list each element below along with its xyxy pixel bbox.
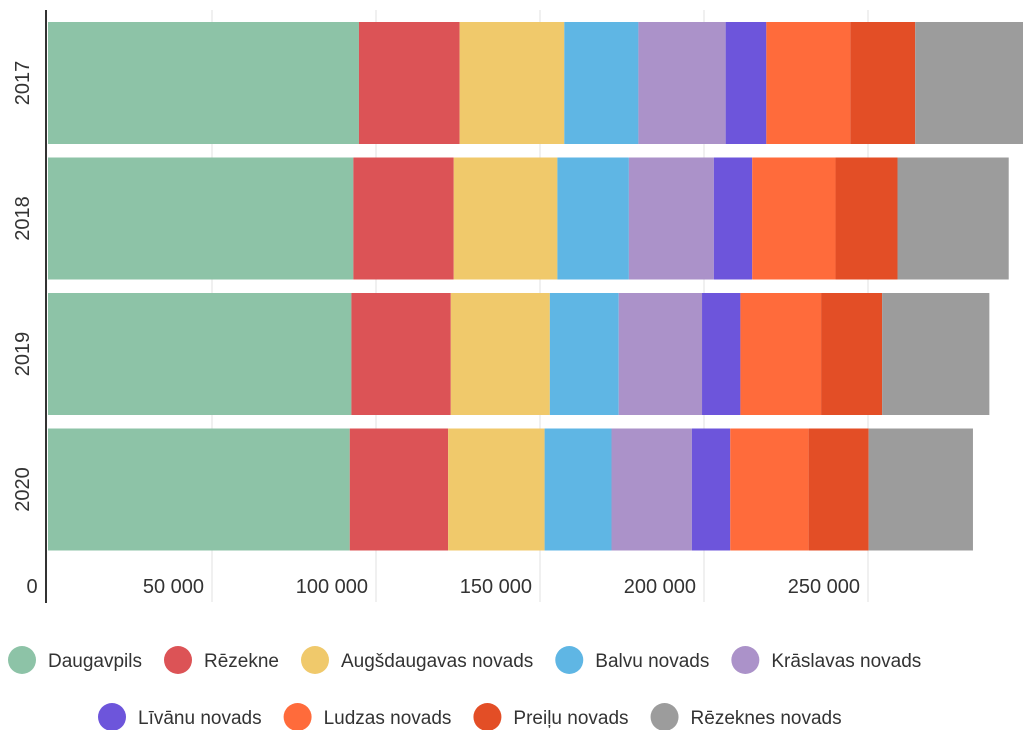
- bar-2018-series-3: [557, 157, 629, 280]
- bar-2018-series-2: [453, 157, 558, 280]
- bar-2017-series-3: [564, 22, 639, 144]
- category-label-2020: 2020: [12, 467, 34, 512]
- y-axis-categories: 2017 2018 2019 2020: [12, 61, 34, 512]
- bar-2019-series-2: [450, 293, 550, 415]
- bar-2017-series-7: [850, 22, 916, 144]
- x-tick-label-3: 150 000: [460, 576, 532, 598]
- bars: [48, 22, 1023, 551]
- bar-2019-series-0: [48, 293, 352, 415]
- legend-label-1: Rēzekne: [204, 651, 279, 672]
- x-axis-ticks: 0 50 000 100 000 150 000 200 000 250 000: [26, 576, 860, 598]
- bar-2017-series-8: [915, 22, 1023, 144]
- category-label-2018: 2018: [12, 196, 34, 241]
- legend-label-6: Ludzas novads: [324, 708, 452, 729]
- bar-2018-series-5: [713, 157, 753, 280]
- bar-2017-series-4: [638, 22, 726, 144]
- bar-2020-series-3: [544, 428, 612, 551]
- bar-2018-series-7: [835, 157, 898, 280]
- bar-2020-series-2: [448, 428, 545, 551]
- bar-2017-series-2: [459, 22, 565, 144]
- bar-2019-series-3: [549, 293, 619, 415]
- bar-2019-series-7: [821, 293, 883, 415]
- bar-2019-series-8: [882, 293, 990, 415]
- legend-label-4: Krāslavas novads: [771, 651, 921, 672]
- legend-label-0: Daugavpils: [48, 651, 142, 672]
- x-tick-label-5: 250 000: [788, 576, 860, 598]
- x-tick-label-0: 0: [26, 576, 37, 598]
- legend-label-5: Līvānu novads: [138, 708, 262, 729]
- bar-2020-series-4: [611, 428, 692, 551]
- bar-2020-series-6: [730, 428, 809, 551]
- legend-swatch-6: [283, 703, 312, 730]
- bar-2018-series-6: [752, 157, 836, 280]
- legend-swatch-0: [8, 646, 36, 674]
- bar-2017-series-1: [358, 22, 460, 144]
- legend-swatch-1: [164, 646, 192, 674]
- legend-swatch-8: [650, 703, 679, 730]
- legend-swatch-3: [555, 646, 584, 674]
- bar-2018-series-4: [628, 157, 714, 280]
- x-tick-label-1: 50 000: [143, 576, 204, 598]
- bar-2018-series-0: [48, 157, 354, 280]
- legend: Daugavpils Rēzekne Augšdaugavas novads Balv…: [8, 646, 921, 730]
- bar-2020-series-7: [808, 428, 869, 551]
- bar-2018-series-8: [897, 157, 1009, 280]
- legend-label-3: Balvu novads: [595, 651, 709, 672]
- bar-2019-series-1: [351, 293, 451, 415]
- bar-2018-series-1: [353, 157, 454, 280]
- legend-swatch-7: [473, 703, 502, 730]
- legend-label-8: Rēzeknes novads: [691, 708, 842, 729]
- bar-2020-series-1: [349, 428, 449, 551]
- bar-2017-series-5: [725, 22, 767, 144]
- bar-2020-series-8: [868, 428, 973, 551]
- bar-2017-series-0: [48, 22, 359, 144]
- category-label-2017: 2017: [12, 61, 34, 106]
- legend-label-7: Preiļu novads: [513, 708, 628, 729]
- bar-2020-series-0: [48, 428, 350, 551]
- x-tick-label-2: 100 000: [296, 576, 368, 598]
- category-label-2019: 2019: [12, 332, 34, 377]
- legend-swatch-2: [301, 646, 329, 674]
- bar-2020-series-5: [691, 428, 731, 551]
- bar-2019-series-6: [740, 293, 822, 415]
- x-tick-label-4: 200 000: [624, 576, 696, 598]
- bar-2017-series-6: [766, 22, 851, 144]
- legend-label-2: Augšdaugavas novads: [341, 651, 533, 672]
- legend-swatch-4: [731, 646, 760, 674]
- legend-swatch-5: [98, 703, 126, 730]
- bar-2019-series-5: [702, 293, 741, 415]
- bar-2019-series-4: [618, 293, 703, 415]
